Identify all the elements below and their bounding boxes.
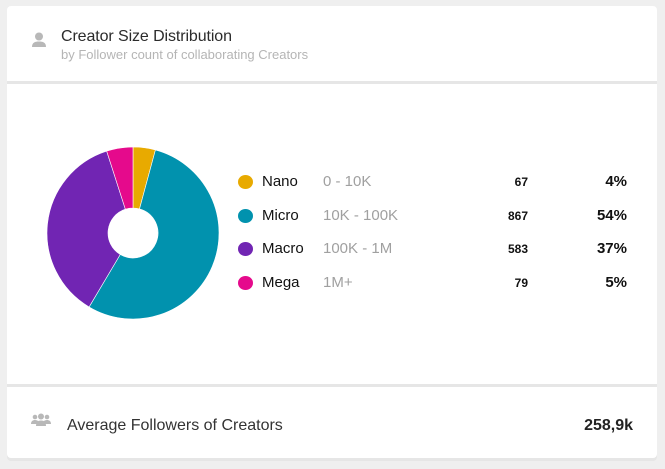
donut-slice-macro — [46, 150, 126, 308]
legend-range: 0 - 10K — [323, 173, 372, 190]
creator-size-card: Creator Size Distribution by Follower co… — [7, 6, 657, 461]
legend-count: 583 — [507, 242, 528, 256]
legend-range: 10K - 100K — [323, 207, 399, 224]
average-followers-value: 258,9k — [584, 417, 633, 434]
card-subtitle: by Follower count of collaborating Creat… — [61, 47, 309, 62]
donut-chart — [46, 146, 220, 320]
legend-count: 867 — [507, 209, 528, 223]
legend-item-micro: Micro 10K - 100K 867 54% — [238, 204, 638, 228]
average-followers-label: Average Followers of Creators — [67, 417, 283, 434]
legend-count: 67 — [514, 175, 528, 189]
macro-color-dot — [238, 242, 253, 256]
card-title: Creator Size Distribution — [61, 28, 232, 45]
legend-name: Nano — [262, 173, 298, 190]
donut-slice-micro — [88, 149, 220, 320]
legend-percent: 4% — [605, 173, 627, 190]
legend-name: Macro — [262, 240, 304, 257]
mega-color-dot — [238, 276, 253, 290]
legend-name: Micro — [262, 207, 299, 224]
legend-range: 1M+ — [323, 274, 353, 291]
group-icon — [31, 413, 51, 426]
legend-percent: 54% — [596, 207, 627, 224]
card-footer: Average Followers of Creators 258,9k — [7, 387, 657, 458]
legend-percent: 37% — [596, 240, 627, 257]
micro-color-dot — [238, 209, 253, 223]
legend-item-macro: Macro 100K - 1M 583 37% — [238, 237, 638, 261]
card-header: Creator Size Distribution by Follower co… — [7, 6, 657, 81]
legend-count: 79 — [514, 276, 528, 290]
person-icon — [32, 32, 46, 47]
legend-item-nano: Nano 0 - 10K 67 4% — [238, 170, 638, 194]
chart-area: Nano 0 - 10K 67 4% Micro 10K - 100K 867 … — [7, 84, 657, 384]
legend-name: Mega — [262, 274, 300, 291]
legend-percent: 5% — [605, 274, 627, 291]
donut-slice-mega — [106, 146, 134, 210]
nano-color-dot — [238, 175, 253, 189]
legend-item-mega: Mega 1M+ 79 5% — [238, 271, 638, 295]
legend-range: 100K - 1M — [323, 240, 393, 257]
